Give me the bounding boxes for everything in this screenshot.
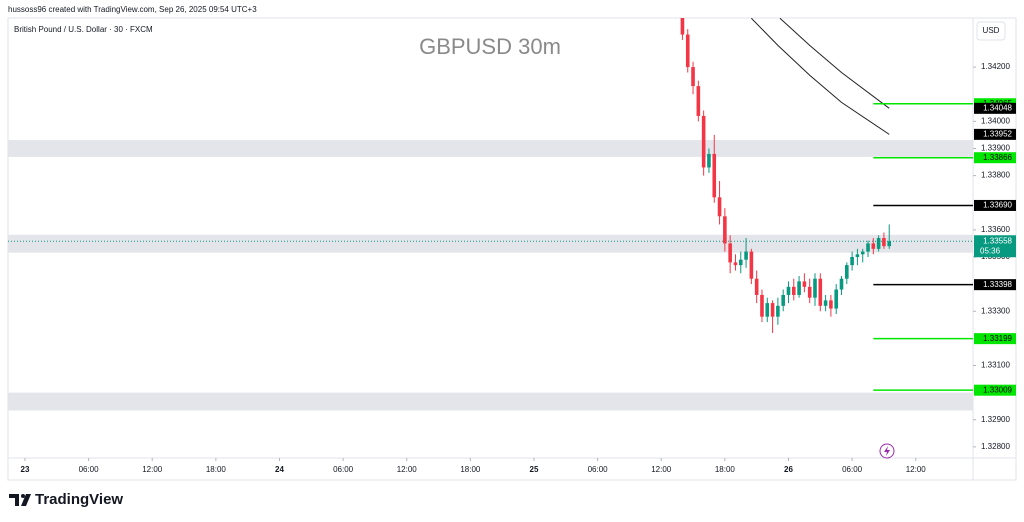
candle-body — [680, 18, 685, 35]
candle-body — [823, 300, 828, 306]
zone — [8, 234, 973, 253]
candle-body — [696, 86, 701, 116]
candle-body — [802, 281, 807, 287]
zone — [8, 140, 973, 157]
level-label: 1.33398 — [983, 280, 1012, 289]
candle-body — [717, 197, 722, 217]
brand: TradingView — [35, 491, 123, 508]
level-label-box — [974, 279, 1016, 291]
x-tick-label: 06:00 — [588, 465, 609, 474]
y-tick-label: 1.33900 — [981, 144, 1010, 153]
y-tick-label: 1.33600 — [981, 225, 1010, 234]
event-icon[interactable] — [879, 443, 895, 459]
level-label-box — [974, 199, 1016, 211]
y-tick-label: 1.34000 — [981, 116, 1010, 125]
candle-body — [781, 294, 785, 306]
level-label: 1.33009 — [983, 385, 1012, 394]
y-tick-label: 1.34200 — [981, 62, 1010, 71]
candle-body — [691, 67, 695, 87]
x-tick-label: 06:00 — [79, 465, 100, 474]
ma-label: 1.33952 — [983, 129, 1012, 138]
candle-body — [791, 286, 796, 295]
candle-body — [744, 251, 748, 260]
x-tick-label: 12:00 — [142, 465, 163, 474]
level-label-box — [974, 384, 1016, 396]
currency: USD — [983, 26, 1000, 35]
x-tick-label: 12:00 — [906, 465, 927, 474]
candle-body — [786, 286, 791, 295]
candle-body — [887, 241, 892, 247]
level-label: 1.33690 — [983, 201, 1012, 210]
ma-label-box — [974, 128, 1016, 140]
candle-body — [738, 259, 743, 266]
candle-body — [797, 281, 801, 295]
credit: hussoss96 created with TradingView.com, … — [8, 5, 257, 14]
brand-logo — [9, 494, 31, 506]
x-tick-label: 12:00 — [397, 465, 418, 474]
ma-line — [751, 18, 890, 135]
last-price-box — [974, 235, 1016, 258]
y-tick-label: 1.33300 — [981, 306, 1010, 315]
level-label: 1.33866 — [983, 153, 1012, 162]
y-tick-label: 1.32900 — [981, 415, 1010, 424]
x-tick-label: 24 — [275, 465, 284, 474]
countdown: 05:36 — [980, 246, 1001, 255]
level-label: 1.33199 — [983, 334, 1012, 343]
candle-body — [845, 265, 849, 279]
candle-body — [765, 303, 770, 317]
x-tick-label: 26 — [784, 465, 793, 474]
candle-body — [770, 303, 775, 317]
x-tick-label: 12:00 — [651, 465, 672, 474]
zone — [8, 392, 973, 411]
candle-body — [685, 34, 690, 68]
x-tick-label: 06:00 — [842, 465, 863, 474]
candle-body — [871, 243, 876, 249]
ma-label: 1.34048 — [983, 103, 1012, 112]
candle-body — [855, 254, 860, 257]
x-tick-label: 25 — [530, 465, 539, 474]
candle-body — [807, 286, 812, 298]
candle-body — [733, 262, 738, 266]
x-tick-label: 23 — [21, 465, 30, 474]
candle-body — [707, 153, 711, 168]
candle-body — [834, 289, 839, 309]
candle-body — [866, 243, 870, 252]
candle-body — [712, 153, 717, 198]
x-tick-label: 18:00 — [715, 465, 736, 474]
y-tick-label: 1.33800 — [981, 171, 1010, 180]
chart-title: GBPUSD 30m — [419, 34, 561, 59]
last-price-label: 1.33558 — [983, 236, 1012, 245]
candle-body — [839, 278, 844, 290]
candle-body — [860, 251, 865, 255]
candle-body — [818, 278, 823, 306]
candle-body — [754, 278, 759, 295]
ma-line — [779, 18, 890, 109]
candle-body — [882, 238, 886, 247]
plot — [8, 18, 973, 333]
x-tick-label: 18:00 — [460, 465, 481, 474]
event-bolt — [884, 446, 890, 456]
candle-body — [829, 300, 833, 309]
x-tick-label: 06:00 — [333, 465, 354, 474]
candle-body — [850, 256, 854, 266]
candle-body — [876, 238, 881, 249]
candle-body — [760, 294, 764, 317]
level-label-box — [974, 152, 1016, 164]
candle-body — [701, 115, 706, 168]
y-tick-label: 1.33100 — [981, 361, 1010, 370]
ma-label-box — [974, 102, 1016, 114]
symbol: British Pound / U.S. Dollar · 30 · FXCM — [14, 25, 153, 34]
candle-body — [776, 305, 780, 317]
y-tick-label: 1.32800 — [981, 442, 1010, 451]
candle-body — [749, 251, 754, 279]
level-label-box — [974, 333, 1016, 345]
currency-box — [976, 21, 1006, 41]
candle-body — [723, 216, 727, 244]
x-tick-label: 18:00 — [206, 465, 227, 474]
candle-body — [813, 278, 817, 298]
candle-body — [728, 243, 732, 263]
